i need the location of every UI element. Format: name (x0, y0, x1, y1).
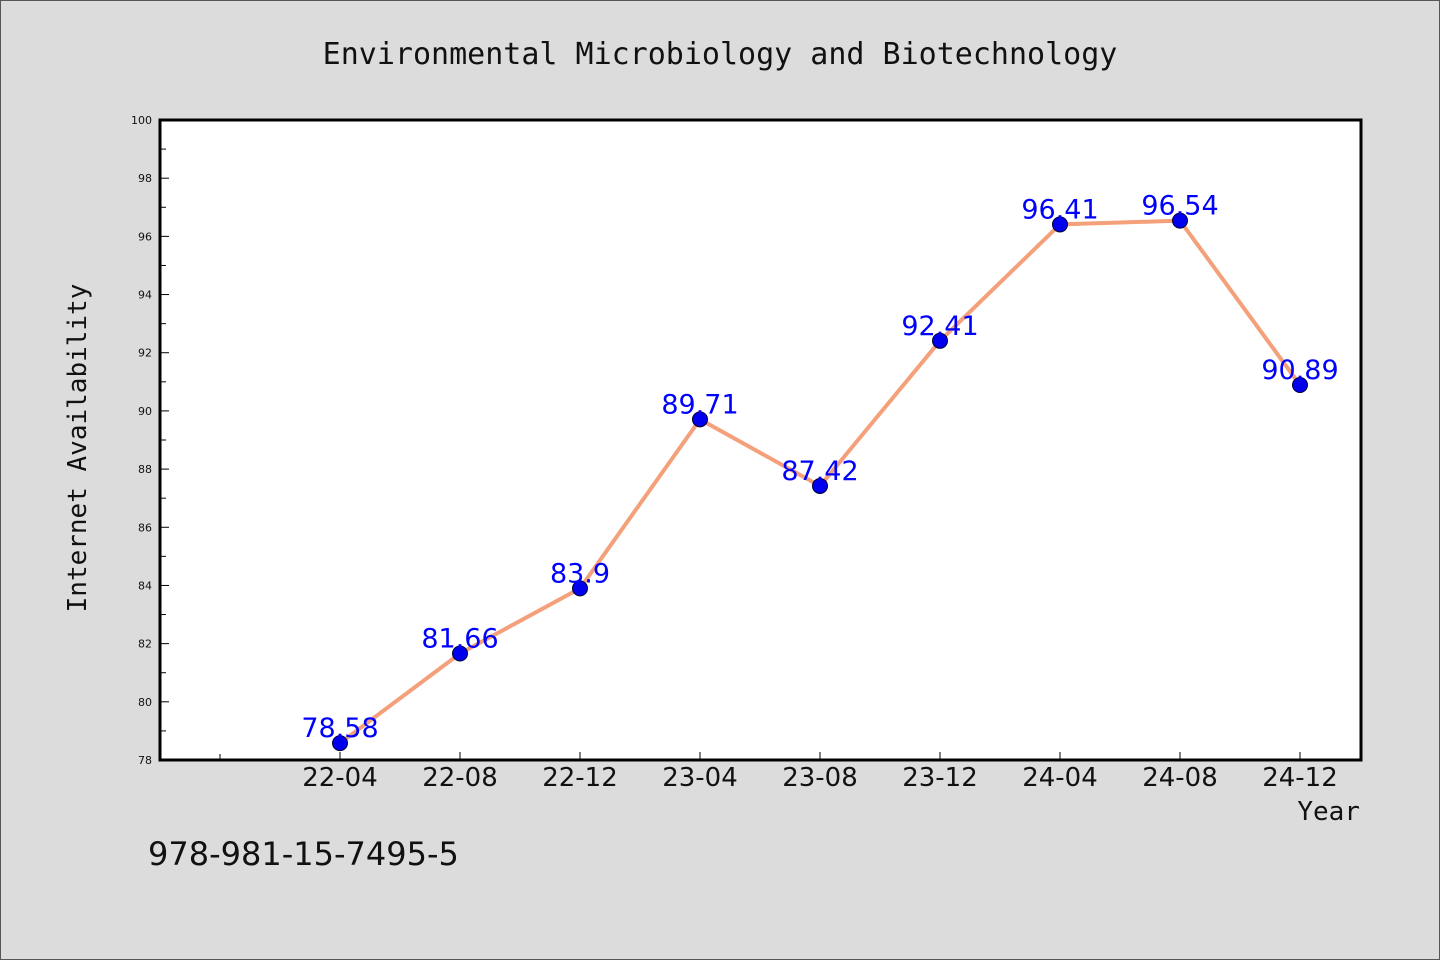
y-axis: 78 80 82 84 86 88 90 92 94 96 98 100 (131, 114, 169, 767)
data-point (332, 735, 348, 752)
data-point (572, 580, 588, 597)
data-label: 96.54 (1141, 191, 1218, 222)
y-tick-label: 90 (138, 405, 152, 418)
x-axis: 22-04 22-08 22-12 23-04 23-08 23-12 24-04 24-08… (219, 752, 1338, 793)
data-point (812, 477, 828, 494)
y-tick-label: 82 (138, 638, 152, 651)
chart-title: Environmental Microbiology and Biotechno… (323, 37, 1118, 72)
data-labels-group: 78.58 81.66 83.9 89.71 87.42 92.41 96.41 96.54 9… (301, 191, 1338, 744)
plot-area (158, 118, 1363, 762)
y-tick-label: 100 (131, 114, 152, 127)
data-label: 90.89 (1261, 355, 1338, 386)
series-points-group (332, 212, 1308, 752)
data-point (1172, 212, 1188, 229)
y-tick-label: 78 (138, 754, 152, 767)
y-tick-label: 86 (138, 521, 152, 534)
data-label: 81.66 (421, 624, 498, 655)
data-label: 87.42 (781, 456, 858, 487)
y-tick-label: 92 (138, 347, 152, 360)
x-tick-label: 22-04 (302, 763, 378, 793)
data-label: 96.41 (1021, 194, 1098, 225)
data-point (1292, 377, 1308, 394)
x-tick-label: 23-12 (902, 763, 978, 793)
x-tick-label: 22-12 (542, 763, 618, 793)
x-tick-label: 22-08 (422, 763, 498, 793)
y-tick-label: 84 (138, 579, 152, 592)
data-label: 92.41 (901, 311, 978, 342)
data-point (932, 332, 948, 349)
data-point (452, 645, 468, 662)
y-tick-label: 98 (138, 172, 152, 185)
y-tick-label: 88 (138, 463, 152, 476)
y-axis-title: Internet Availability (63, 284, 93, 613)
data-label: 89.71 (661, 389, 738, 420)
y-tick-label: 96 (138, 230, 152, 243)
data-label: 83.9 (550, 558, 610, 589)
x-axis-title: Year (1297, 797, 1360, 827)
x-tick-label: 23-04 (662, 763, 738, 793)
data-label: 78.58 (301, 713, 378, 744)
x-tick-label: 24-12 (1262, 763, 1338, 793)
y-tick-label: 94 (138, 289, 152, 302)
data-point (1052, 216, 1068, 233)
x-tick-label: 23-08 (782, 763, 858, 793)
x-tick-label: 24-08 (1142, 763, 1218, 793)
data-point (692, 411, 708, 428)
x-tick-label: 24-04 (1022, 763, 1098, 793)
isbn-footer: 978-981-15-7495-5 (148, 835, 459, 873)
y-tick-label: 80 (138, 696, 152, 709)
